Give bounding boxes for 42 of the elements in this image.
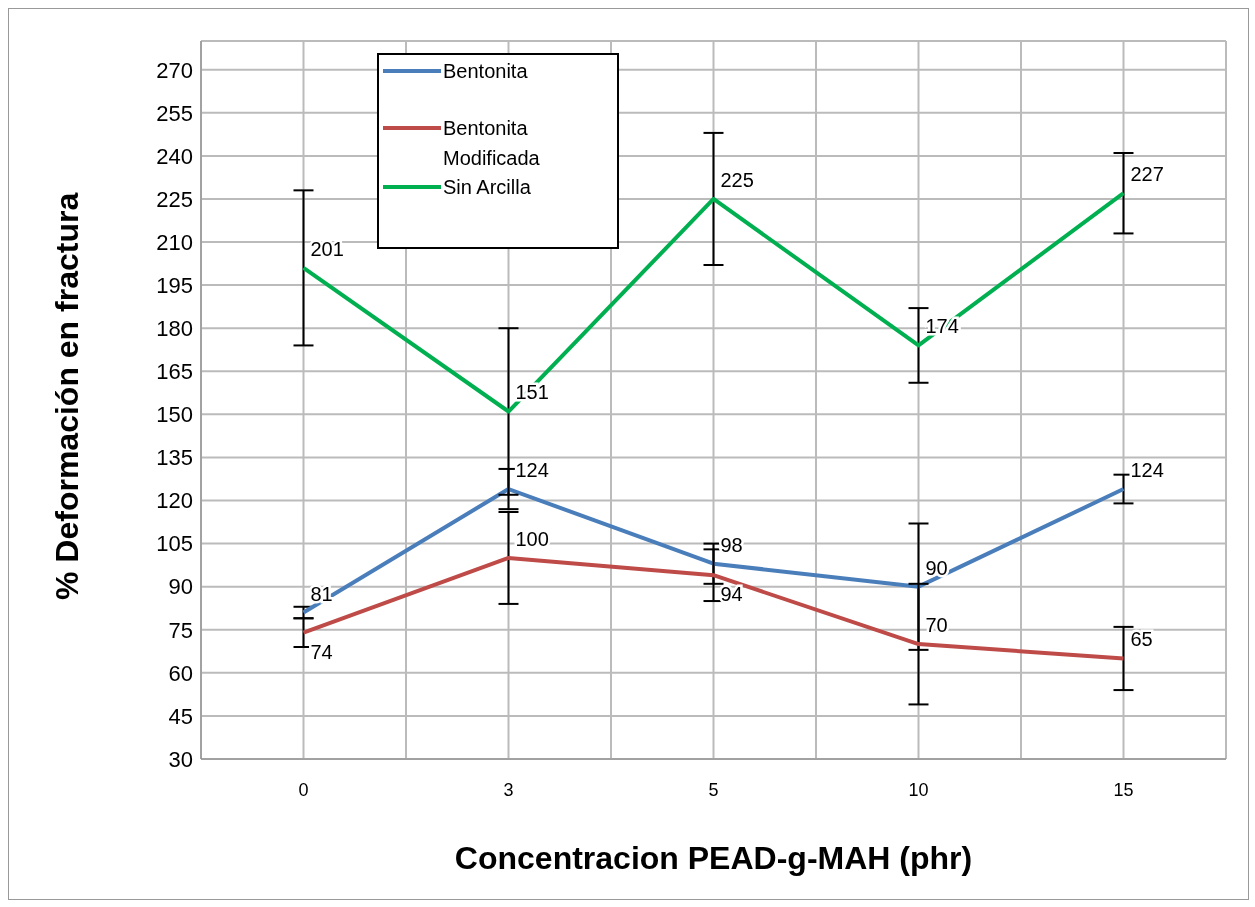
y-tick-label: 240 (156, 143, 193, 169)
y-axis-title: % Deformación en fractura (49, 192, 86, 600)
y-tick-label: 105 (156, 531, 193, 557)
line-series (301, 487, 1126, 615)
data-label: 225 (720, 168, 754, 191)
x-tick-label: 15 (1113, 779, 1134, 800)
data-label: 124 (515, 459, 549, 482)
data-label: 81 (310, 582, 333, 605)
data-label: 124 (1130, 459, 1164, 482)
y-tick-label: 120 (156, 488, 193, 514)
legend-label: Bentonita Modificada (443, 116, 541, 171)
data-label: 65 (1130, 628, 1153, 651)
y-tick-label: 195 (156, 272, 193, 298)
x-axis-title: Concentracion PEAD-g-MAH (phr) (454, 840, 973, 876)
line-series (301, 555, 1126, 661)
y-tick-label: 135 (156, 445, 193, 471)
x-tick-label: 10 (908, 779, 929, 800)
data-label: 227 (1130, 163, 1164, 186)
y-tick-label: 60 (168, 660, 193, 686)
data-label: 90 (925, 556, 948, 579)
data-label: 98 (720, 533, 743, 556)
y-tick-label: 150 (156, 402, 193, 428)
y-tick-label: 45 (168, 703, 193, 729)
y-tick-label: 30 (168, 746, 193, 772)
x-tick-label: 5 (708, 779, 719, 800)
y-tick-label: 180 (156, 316, 193, 342)
legend-label: Bentonita (443, 59, 529, 84)
y-tick-label: 210 (156, 229, 193, 255)
y-tick-label: 90 (168, 574, 193, 600)
data-label: 74 (310, 640, 333, 663)
y-tick-label: 225 (156, 186, 193, 212)
data-label: 201 (310, 237, 344, 260)
data-label: 100 (515, 527, 549, 550)
data-label: 94 (720, 583, 743, 606)
x-tick-label: 0 (298, 779, 309, 800)
legend-label: Sin Arcilla (443, 175, 532, 200)
y-tick-label: 75 (168, 617, 193, 643)
x-tick-label: 3 (503, 779, 514, 800)
y-tick-label: 270 (156, 57, 193, 83)
y-tick-label: 165 (156, 359, 193, 385)
data-label: 70 (925, 614, 948, 637)
y-tick-label: 255 (156, 100, 193, 126)
